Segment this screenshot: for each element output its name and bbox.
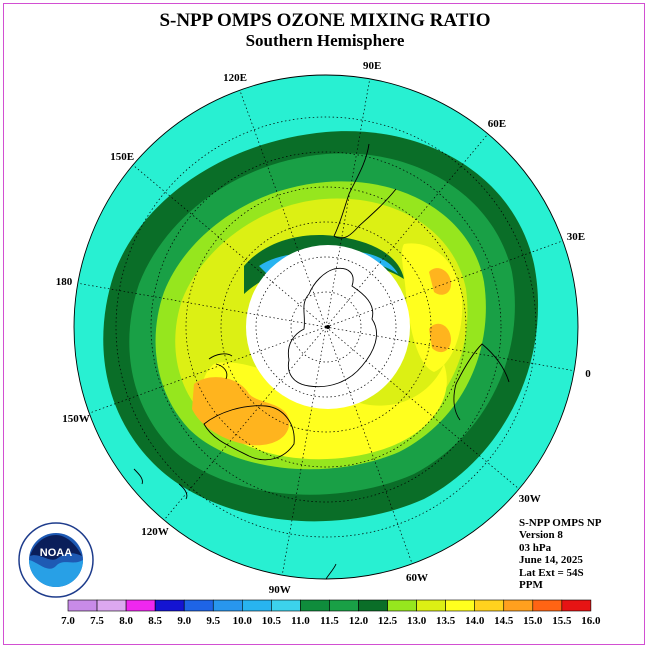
- contour-14-0-east-b: [429, 323, 451, 353]
- legend-tick-label: 13.0: [407, 615, 427, 627]
- legend-swatch: [561, 599, 592, 612]
- info-units: PPM: [519, 579, 543, 592]
- legend-swatch: [329, 599, 359, 612]
- contour-12-0-inner: [244, 235, 404, 294]
- legend-tick-label: 12.0: [349, 615, 369, 627]
- longitude-label: 90E: [363, 60, 381, 72]
- contour-14-0-east-a: [429, 268, 452, 295]
- legend-swatch: [125, 599, 156, 612]
- longitude-label: 60E: [488, 118, 506, 130]
- legend-swatch: [532, 599, 563, 612]
- legend-swatch: [242, 599, 272, 612]
- legend-tick-label: 10.0: [233, 615, 253, 627]
- legend-swatch: [445, 599, 475, 612]
- info-version: Version 8: [519, 529, 563, 542]
- longitude-label: 180: [56, 276, 73, 288]
- plot-frame: S-NPP OMPS OZONE MIXING RATIO Southern H…: [3, 3, 645, 645]
- legend-tick-label: 12.5: [378, 615, 398, 627]
- polar-map: 90W 60W 30W 0 30E 60E 90E 120E 150E 180 150W 120W: [56, 60, 591, 594]
- legend-swatch: [96, 599, 127, 612]
- longitude-label: 60W: [406, 572, 428, 584]
- legend-swatch: [387, 599, 417, 612]
- longitude-label: 150W: [62, 413, 90, 425]
- legend-swatch: [503, 599, 534, 612]
- south-america-coast: [333, 143, 397, 239]
- legend-tick-label: 11.5: [320, 615, 339, 627]
- legend-tick-label: 16.0: [581, 615, 601, 627]
- longitude-labels: 90W 60W 30W 0 30E 60E 90E 120E 150E 180 150W 120W: [56, 60, 591, 594]
- ozone-contours: [77, 78, 575, 579]
- product-info: S-NPP OMPS NP Version 8 03 hPa June 14, …: [519, 517, 644, 591]
- legend-swatch: [358, 599, 388, 612]
- coastlines: [133, 143, 510, 579]
- legend-tick-label: 14.0: [465, 615, 485, 627]
- longitude-label: 30E: [567, 231, 585, 243]
- legend-swatch: [212, 599, 243, 612]
- map-outline: [73, 74, 579, 580]
- info-product: S-NPP OMPS NP: [519, 517, 602, 529]
- legend-swatch: [154, 599, 185, 612]
- legend-tick-label: 15.0: [523, 615, 543, 627]
- longitude-label: 120E: [223, 72, 247, 84]
- logo-text: NOAA: [40, 547, 72, 559]
- south-pole-marker: [326, 325, 330, 329]
- legend-tick-label: 13.5: [436, 615, 456, 627]
- longitude-label: 120W: [141, 526, 169, 538]
- contour-14-0-west: [192, 377, 290, 446]
- australia-coast: [203, 405, 295, 461]
- legend-swatch: [183, 599, 214, 612]
- map-subtitle: Southern Hemisphere: [245, 31, 405, 50]
- info-date: June 14, 2025: [519, 554, 583, 567]
- legend-tick-label: 7.5: [90, 615, 104, 627]
- info-lat-ext: Lat Ext = 54S: [519, 566, 584, 579]
- legend-tick-label: 9.5: [206, 615, 220, 627]
- legend-swatch: [416, 599, 446, 612]
- legend-tick-label: 14.5: [494, 615, 514, 627]
- legend-tick-label: 8.0: [119, 615, 133, 627]
- parallel-circle: [115, 116, 537, 538]
- legend-tick-label: 9.0: [177, 615, 191, 627]
- new-zealand-coast: [208, 353, 233, 380]
- longitude-label: 0: [585, 368, 591, 380]
- legend-swatch: [474, 599, 505, 612]
- graticule: [77, 78, 575, 576]
- legend-tick-label: 11.0: [291, 615, 310, 627]
- legend-tick-label: 7.0: [61, 615, 75, 627]
- map-title: S-NPP OMPS OZONE MIXING RATIO: [159, 10, 491, 31]
- legend-swatch: [300, 599, 330, 612]
- antarctica-coast: [287, 267, 377, 388]
- legend-tick-label: 15.5: [552, 615, 572, 627]
- color-legend: 7.0 7.5 8.0 8.5 9.0 9.5 10.0 10.5 11.0 11.5 12.0 12…: [61, 599, 601, 627]
- longitude-label: 150E: [110, 151, 134, 163]
- parallel-circle: [220, 221, 432, 433]
- longitude-label: 90W: [269, 584, 291, 594]
- africa-coast: [453, 343, 510, 421]
- parallel-circle: [290, 291, 362, 363]
- parallel-circle: [150, 151, 502, 503]
- noaa-logo: NOAA: [18, 522, 94, 598]
- parallel-circle: [255, 256, 397, 398]
- legend-tick-label: 10.5: [262, 615, 282, 627]
- info-level: 03 hPa: [519, 541, 552, 554]
- legend-tick-label: 8.5: [148, 615, 162, 627]
- parallel-circle: [185, 186, 467, 468]
- longitude-label: 30W: [519, 493, 541, 505]
- legend-swatch: [67, 599, 98, 612]
- islands-east: [133, 468, 337, 579]
- legend-swatch: [271, 599, 301, 612]
